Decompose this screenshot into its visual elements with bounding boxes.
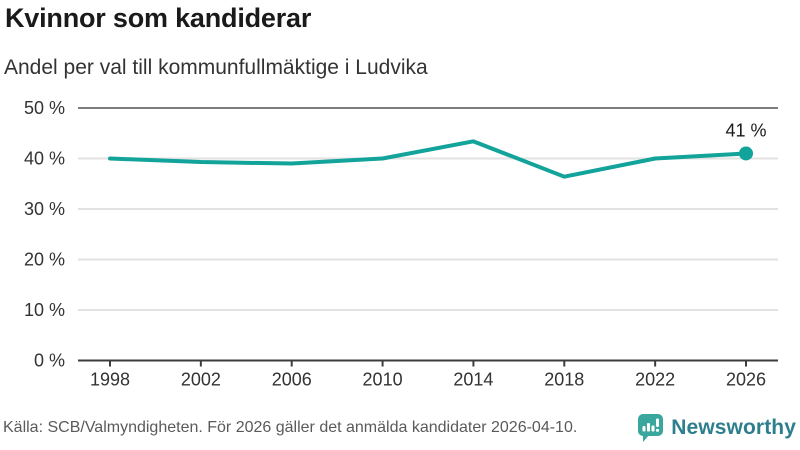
source-text: Källa: SCB/Valmyndigheten. För 2026 gäll… [3, 419, 578, 436]
x-axis-label: 2022 [635, 370, 675, 390]
line-chart: 0 % 10 % 20 % 30 % 40 % 50 % 1998 2002 2006 2010 2… [24, 98, 778, 390]
x-axis-label: 2014 [453, 370, 493, 390]
footer: Källa: SCB/Valmyndigheten. För 2026 gäll… [3, 411, 796, 445]
x-axis-label: 2006 [272, 370, 312, 390]
x-axis-label: 1998 [90, 370, 130, 390]
trend-line [108, 139, 748, 179]
logo-bar-tall [647, 423, 651, 432]
logo-bar-short [642, 426, 646, 432]
y-axis-label: 50 % [24, 98, 65, 118]
newsworthy-wordmark: Newsworthy [671, 416, 796, 439]
logo-exclamation-bar [656, 418, 660, 427]
value-annotation: 41 % [725, 120, 766, 140]
x-axis-label: 2026 [726, 370, 766, 390]
chart-title: Kvinnor som kandiderar [5, 3, 312, 33]
y-axis-label: 40 % [24, 149, 65, 169]
x-axis-label: 2002 [181, 370, 221, 390]
end-point-marker [739, 146, 753, 161]
y-axis-label: 20 % [24, 250, 65, 270]
y-axis-label: 10 % [24, 300, 65, 320]
x-axis-label: 2018 [544, 370, 584, 390]
logo-bar-mid [651, 425, 655, 432]
y-axis-label: 30 % [24, 199, 65, 219]
x-axis-label: 2010 [363, 370, 403, 390]
newsworthy-icon [638, 414, 664, 442]
chart-subtitle: Andel per val till kommunfullmäktige i L… [4, 56, 428, 79]
newsworthy-logo: Newsworthy [637, 413, 796, 443]
logo-exclamation-dot [656, 429, 660, 432]
y-axis-label: 0 % [34, 351, 65, 371]
